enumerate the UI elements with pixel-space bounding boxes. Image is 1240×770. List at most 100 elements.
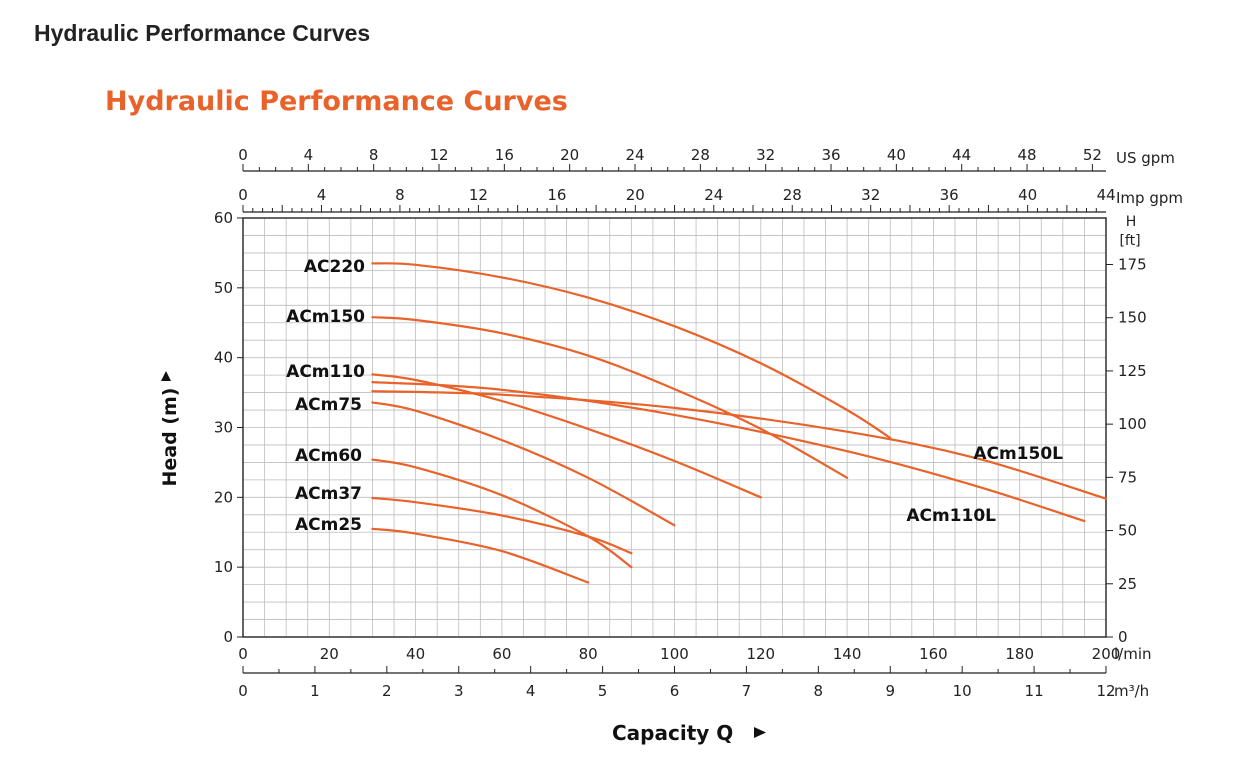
left-tick-label: 10: [214, 558, 233, 576]
curve-acm25: [371, 527, 590, 584]
us-tick-label: 28: [691, 146, 710, 164]
curve-ac220: [371, 262, 892, 440]
imp-tick-label: 24: [704, 186, 723, 204]
imp-tick-label: 28: [783, 186, 802, 204]
left-tick-label: 60: [214, 209, 233, 227]
imp-tick-label: 12: [469, 186, 488, 204]
x-axis-label: Capacity Q: [612, 721, 733, 745]
curve-acm150l: [371, 390, 1108, 500]
us-tick-label: 8: [369, 146, 379, 164]
imp-tick-label: 32: [861, 186, 880, 204]
right-tick-label: 175: [1118, 256, 1147, 274]
left-tick-label: 30: [214, 419, 233, 437]
m3h-tick-label: 6: [670, 682, 680, 700]
us-tick-label: 16: [495, 146, 514, 164]
m3h-tick-label: 3: [454, 682, 464, 700]
right-tick-label: 125: [1118, 362, 1147, 380]
bottom-tick-label: 0: [238, 645, 248, 663]
us-axis-unit: US gpm: [1116, 149, 1175, 167]
us-tick-label: 44: [952, 146, 971, 164]
chart-title: Hydraulic Performance Curves: [105, 86, 568, 117]
grid: [242, 217, 1107, 638]
m3h-tick-label: 7: [742, 682, 752, 700]
m3h-tick-label: 12: [1096, 682, 1115, 700]
imp-tick-label: 0: [238, 186, 248, 204]
series-label-acm150l: ACm150L: [973, 444, 1063, 464]
us-tick-label: 24: [625, 146, 644, 164]
bottom-tick-label: 120: [746, 645, 775, 663]
us-tick-label: 40: [887, 146, 906, 164]
left-tick-label: 0: [223, 628, 233, 646]
bottom-tick-label: 40: [406, 645, 425, 663]
m3h-tick-label: 8: [814, 682, 824, 700]
series-label-acm37: ACm37: [295, 484, 362, 504]
right-tick-label: 25: [1118, 575, 1137, 593]
us-tick-label: 12: [429, 146, 448, 164]
series-label-acm25: ACm25: [295, 515, 362, 535]
series-label-acm150: ACm150: [286, 307, 365, 327]
us-tick-label: 32: [756, 146, 775, 164]
right-tick-label: 50: [1118, 522, 1137, 540]
us-tick-label: 36: [821, 146, 840, 164]
curve-acm60: [371, 458, 633, 569]
m3h-tick-label: 10: [953, 682, 972, 700]
us-tick-label: 20: [560, 146, 579, 164]
right-tick-label: 100: [1118, 415, 1147, 433]
bottom-tick-label: 140: [833, 645, 862, 663]
m3h-tick-label: 11: [1025, 682, 1044, 700]
us-tick-label: 4: [304, 146, 314, 164]
bottom-tick-label: 20: [320, 645, 339, 663]
bottom-axis-unit: l/min: [1114, 645, 1152, 663]
bottom-tick-label: 60: [492, 645, 511, 663]
left-tick-label: 50: [214, 279, 233, 297]
us-tick-label: 48: [1017, 146, 1036, 164]
y-axis-arrow-icon: [161, 371, 171, 381]
imp-tick-label: 36: [940, 186, 959, 204]
bottom-tick-label: 100: [660, 645, 689, 663]
page-title: Hydraulic Performance Curves: [34, 20, 371, 46]
left-tick-label: 20: [214, 488, 233, 506]
series-label-acm110l: ACm110L: [906, 506, 996, 526]
series-label-acm60: ACm60: [295, 446, 362, 466]
curves: [371, 262, 1108, 584]
right-tick-label: 0: [1118, 628, 1128, 646]
curve-acm150: [371, 316, 849, 479]
series-label-acm110: ACm110: [286, 362, 365, 382]
m3h-tick-label: 5: [598, 682, 608, 700]
right-axis-unit: [ft]: [1119, 233, 1140, 249]
imp-tick-label: 4: [317, 186, 327, 204]
left-tick-label: 40: [214, 349, 233, 367]
series-label-acm75: ACm75: [295, 395, 362, 415]
m3h-tick-label: 2: [382, 682, 392, 700]
series-label-ac220: AC220: [304, 257, 365, 277]
curve-acm110l: [371, 381, 1086, 523]
bottom-tick-label: 160: [919, 645, 948, 663]
imp-tick-label: 40: [1018, 186, 1037, 204]
right-tick-label: 75: [1118, 468, 1137, 486]
imp-tick-label: 16: [547, 186, 566, 204]
m3h-tick-label: 9: [885, 682, 895, 700]
us-tick-label: 0: [238, 146, 248, 164]
right-tick-label: 150: [1118, 309, 1147, 327]
m3h-axis-unit: m³/h: [1114, 682, 1149, 700]
imp-tick-label: 44: [1097, 186, 1116, 204]
x-axis-arrow-icon: [754, 727, 766, 738]
us-tick-label: 52: [1083, 146, 1102, 164]
series-labels: AC220 ACm150 ACm110 ACm75 ACm60 ACm37 ACm25 ACm…: [286, 257, 1063, 535]
y-axis-label: Head (m): [159, 388, 181, 487]
m3h-tick-label: 1: [310, 682, 320, 700]
m3h-tick-label: 4: [526, 682, 536, 700]
imp-axis-unit: Imp gpm: [1116, 189, 1183, 207]
bottom-tick-label: 180: [1005, 645, 1034, 663]
curve-acm75: [371, 401, 676, 527]
bottom-tick-label: 200: [1092, 645, 1121, 663]
right-axis-unit: H: [1126, 214, 1137, 230]
m3h-tick-label: 0: [238, 682, 248, 700]
imp-tick-label: 20: [626, 186, 645, 204]
curve-acm110: [371, 373, 762, 499]
curve-acm37: [371, 496, 633, 555]
bottom-tick-label: 80: [579, 645, 598, 663]
imp-tick-label: 8: [395, 186, 405, 204]
